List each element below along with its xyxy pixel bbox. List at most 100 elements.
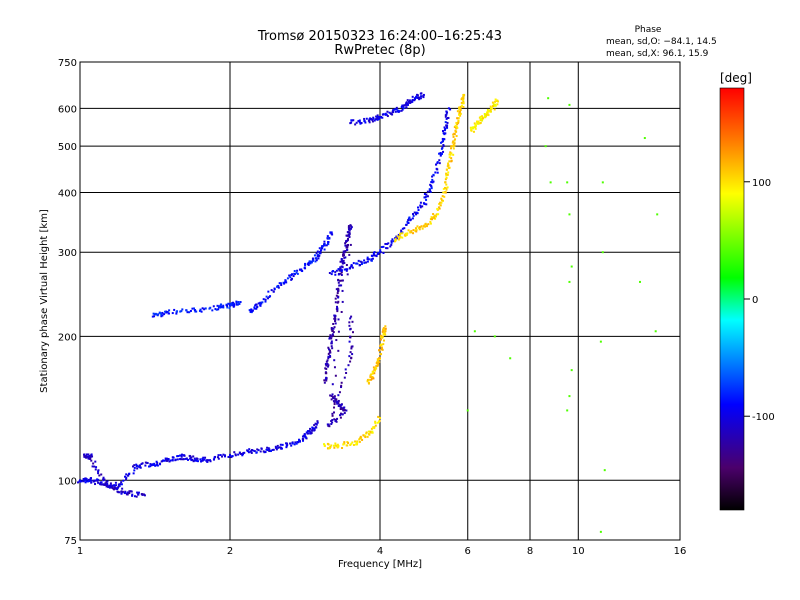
data-point bbox=[330, 444, 333, 447]
data-point bbox=[423, 202, 426, 205]
data-point bbox=[442, 191, 445, 194]
data-point bbox=[358, 263, 361, 266]
data-point bbox=[278, 282, 281, 285]
data-point bbox=[168, 309, 171, 312]
data-point bbox=[228, 307, 231, 310]
x-axis-ticks: 1 2 4 6 8 10 16 bbox=[77, 546, 687, 557]
data-point bbox=[309, 262, 312, 265]
data-point bbox=[397, 233, 400, 236]
data-point bbox=[377, 360, 380, 363]
data-point bbox=[290, 444, 293, 447]
data-point bbox=[479, 115, 482, 118]
data-point bbox=[368, 433, 371, 436]
data-point bbox=[320, 246, 323, 249]
data-point bbox=[442, 132, 445, 135]
data-point bbox=[221, 455, 224, 458]
data-point bbox=[461, 97, 464, 100]
data-point bbox=[200, 310, 203, 313]
data-point bbox=[93, 465, 96, 468]
data-point bbox=[267, 297, 270, 300]
data-point bbox=[378, 349, 381, 352]
data-point bbox=[384, 330, 387, 333]
colorbar-tick-label: 0 bbox=[752, 295, 758, 306]
data-point bbox=[491, 105, 494, 108]
data-point bbox=[227, 302, 230, 305]
data-point bbox=[135, 495, 138, 498]
data-point bbox=[248, 309, 251, 312]
data-point bbox=[330, 342, 333, 345]
data-point bbox=[188, 454, 191, 457]
data-point bbox=[94, 468, 97, 471]
data-point bbox=[453, 142, 456, 145]
data-point bbox=[241, 453, 244, 456]
data-point bbox=[156, 314, 159, 317]
data-point bbox=[149, 465, 152, 468]
data-point bbox=[367, 430, 370, 433]
data-point bbox=[99, 482, 102, 485]
data-point bbox=[386, 110, 389, 113]
data-point bbox=[267, 290, 270, 293]
data-point bbox=[220, 303, 223, 306]
data-point bbox=[408, 216, 411, 219]
chart-title: Tromsø 20150323 16:24:00–16:25:43 bbox=[257, 29, 502, 44]
data-point bbox=[445, 110, 448, 113]
data-point bbox=[370, 378, 373, 381]
data-point bbox=[378, 357, 381, 360]
data-point bbox=[570, 369, 573, 372]
data-point bbox=[291, 442, 294, 445]
data-point bbox=[415, 230, 418, 233]
data-point bbox=[350, 315, 353, 318]
data-point bbox=[428, 189, 431, 192]
y-tick-label: 200 bbox=[58, 332, 77, 343]
chart-subtitle: RwPretec (8p) bbox=[334, 43, 425, 58]
data-point bbox=[94, 483, 97, 486]
data-point bbox=[346, 441, 349, 444]
data-point bbox=[336, 305, 339, 308]
data-point bbox=[169, 459, 172, 462]
data-point bbox=[137, 493, 140, 496]
data-point bbox=[334, 297, 337, 300]
data-point bbox=[401, 227, 404, 230]
data-point bbox=[106, 484, 109, 487]
data-point bbox=[386, 247, 389, 250]
data-point bbox=[334, 314, 337, 317]
data-point bbox=[390, 241, 393, 244]
data-point bbox=[345, 269, 348, 272]
data-point bbox=[381, 113, 384, 116]
data-point bbox=[304, 262, 307, 265]
data-point bbox=[92, 462, 95, 465]
data-point bbox=[107, 486, 110, 489]
colorbar bbox=[719, 87, 745, 511]
data-point bbox=[419, 201, 422, 204]
data-point bbox=[85, 478, 88, 481]
data-point bbox=[125, 476, 128, 479]
data-point bbox=[235, 302, 238, 305]
data-point bbox=[334, 418, 337, 421]
data-point bbox=[83, 453, 86, 456]
data-point bbox=[475, 124, 478, 127]
data-point bbox=[601, 251, 604, 254]
data-point bbox=[336, 292, 339, 295]
data-point bbox=[262, 298, 265, 301]
data-point bbox=[327, 346, 330, 349]
data-point bbox=[494, 100, 497, 103]
data-point bbox=[285, 442, 288, 445]
data-point bbox=[407, 219, 410, 222]
data-point bbox=[366, 435, 369, 438]
data-point bbox=[165, 311, 168, 314]
data-point bbox=[339, 260, 342, 263]
data-point bbox=[250, 449, 253, 452]
data-point bbox=[429, 220, 432, 223]
data-point bbox=[367, 258, 370, 261]
data-point bbox=[448, 160, 451, 163]
data-point bbox=[483, 112, 486, 115]
data-point bbox=[448, 166, 451, 169]
data-point bbox=[291, 277, 294, 280]
data-point bbox=[445, 124, 448, 127]
data-point bbox=[279, 443, 282, 446]
data-point bbox=[291, 273, 294, 276]
data-point bbox=[330, 231, 333, 234]
data-point bbox=[243, 451, 246, 454]
data-point bbox=[171, 312, 174, 315]
data-point bbox=[104, 482, 107, 485]
